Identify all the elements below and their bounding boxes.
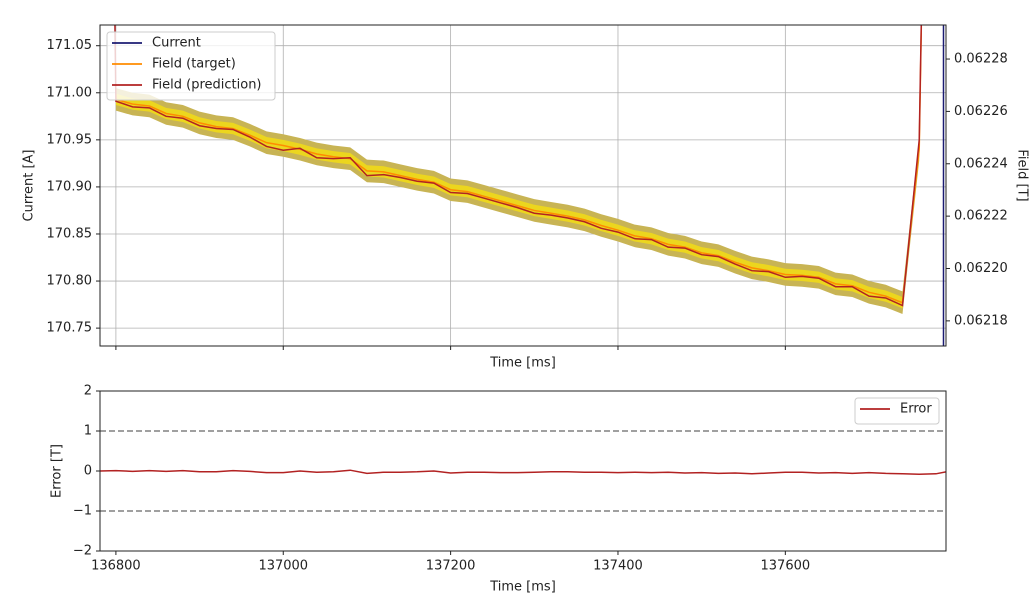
legend-box	[106, 31, 276, 101]
legend-label: Field (prediction)	[152, 78, 262, 93]
x-axis-label: Time [ms]	[489, 580, 556, 595]
y-tick-label: −2	[73, 544, 92, 559]
y-tick-label: 171.00	[47, 85, 93, 100]
y-tick-label: −1	[73, 504, 92, 519]
y2-tick-label: 0.06218	[954, 313, 1008, 328]
x-tick-label: 136800	[91, 559, 141, 574]
y-axis-label: Error [T]	[50, 444, 65, 498]
data-line	[114, 25, 923, 307]
y2-tick-label: 0.06220	[954, 261, 1008, 276]
data-line	[100, 469, 946, 475]
y-tick-label: 0	[84, 464, 92, 479]
data-line	[115, 25, 923, 304]
y-tick-label: 170.90	[47, 179, 93, 194]
x-tick-label: 137000	[258, 559, 308, 574]
y2-axis-label: Field [T]	[1015, 149, 1030, 201]
y-tick-label: 171.05	[47, 38, 93, 53]
y-tick-label: 170.95	[47, 132, 93, 147]
axes-frame	[99, 24, 947, 347]
uncertainty-band	[115, 25, 922, 309]
plot-area	[100, 430, 946, 512]
x-axis-label: Time [ms]	[489, 356, 556, 371]
legend-label: Current	[152, 36, 201, 51]
x-tick-label: 137200	[426, 559, 476, 574]
y-tick-label: 170.75	[47, 321, 93, 336]
y-tick-label: 1	[84, 424, 92, 439]
y2-tick-label: 0.06222	[954, 209, 1008, 224]
x-tick-label: 137600	[761, 559, 811, 574]
y2-tick-label: 0.06228	[954, 52, 1008, 67]
y-tick-label: 2	[84, 384, 92, 399]
y-axis-label: Current [A]	[22, 150, 37, 222]
y2-tick-label: 0.06226	[954, 104, 1008, 119]
axes-frame	[99, 390, 947, 552]
legend-box	[854, 397, 940, 425]
legend-label: Error	[900, 402, 932, 417]
y-tick-label: 170.85	[47, 226, 93, 241]
x-tick-label: 137400	[593, 559, 643, 574]
legend-label: Field (target)	[152, 57, 236, 72]
y-tick-label: 170.80	[47, 274, 93, 289]
y2-tick-label: 0.06224	[954, 156, 1008, 171]
